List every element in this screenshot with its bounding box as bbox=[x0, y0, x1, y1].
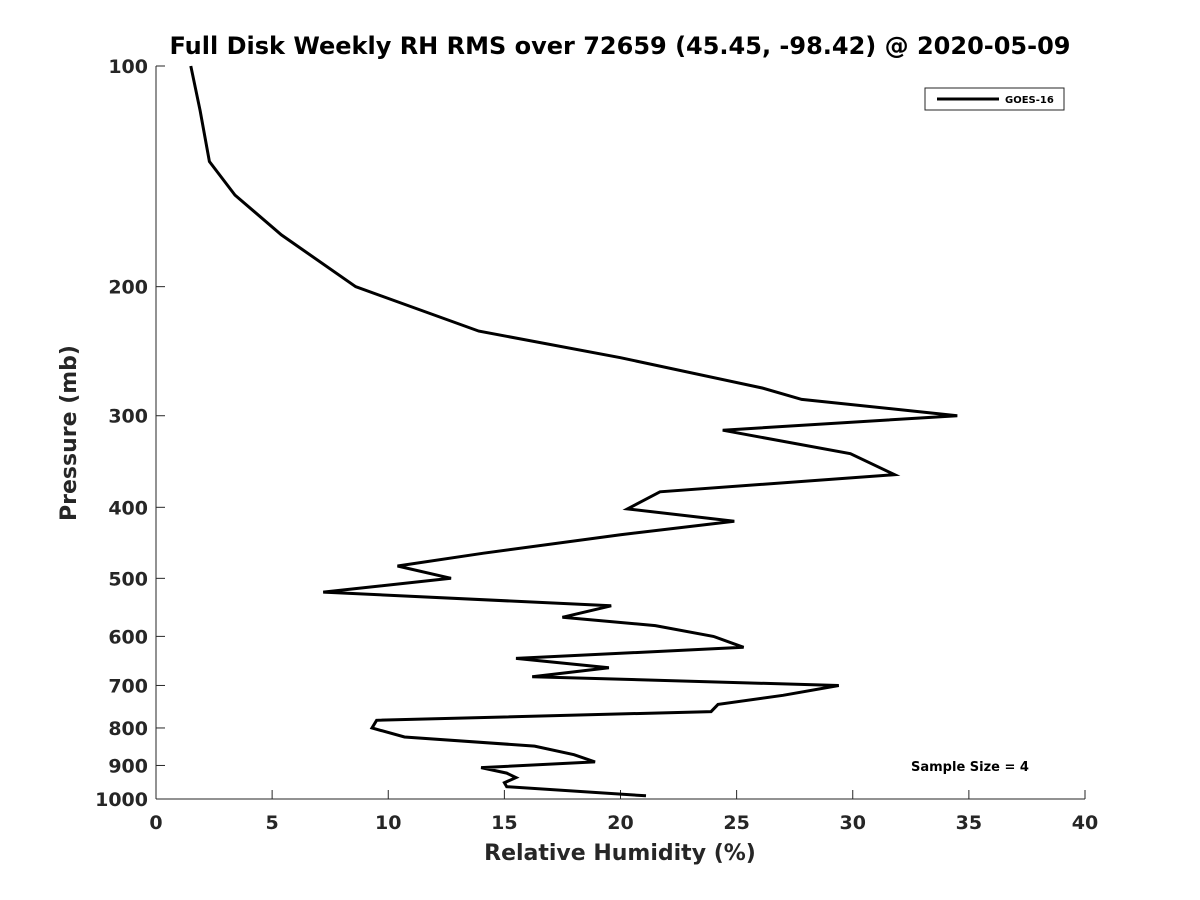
y-tick-label: 100 bbox=[108, 56, 148, 78]
y-tick-label: 200 bbox=[108, 277, 148, 299]
y-tick-label: 800 bbox=[108, 718, 148, 740]
series-line-goes-16 bbox=[189, 65, 958, 798]
x-tick-label: 15 bbox=[491, 812, 517, 834]
sample-size-annotation: Sample Size = 4 bbox=[911, 760, 1029, 775]
y-tick-label: 400 bbox=[108, 497, 148, 519]
series-lines bbox=[189, 65, 958, 798]
legend: GOES-16 bbox=[924, 87, 1065, 111]
legend-label-goes-16: GOES-16 bbox=[1005, 95, 1054, 106]
y-tick-label: 700 bbox=[108, 675, 148, 697]
x-tick-label: 25 bbox=[723, 812, 749, 834]
y-tick-label: 900 bbox=[108, 755, 148, 777]
x-tick-label: 0 bbox=[149, 812, 162, 834]
x-tick-label: 40 bbox=[1072, 812, 1098, 834]
x-tick-label: 20 bbox=[607, 812, 633, 834]
axes bbox=[155, 66, 1085, 800]
x-tick-label: 10 bbox=[375, 812, 401, 834]
y-axis-label: Pressure (mb) bbox=[57, 345, 82, 521]
x-axis-label: Relative Humidity (%) bbox=[484, 841, 756, 866]
x-tick-label: 35 bbox=[956, 812, 982, 834]
x-tick-label: 5 bbox=[266, 812, 279, 834]
y-tick-label: 300 bbox=[108, 406, 148, 428]
ticks: 0 5 10 15 20 25 30 35 40 100 200 300 400 500 600 700 800… bbox=[95, 56, 1098, 834]
chart-title: Full Disk Weekly RH RMS over 72659 (45.4… bbox=[169, 32, 1070, 60]
y-tick-label: 1000 bbox=[95, 789, 148, 811]
y-tick-label: 500 bbox=[108, 568, 148, 590]
y-tick-label: 600 bbox=[108, 626, 148, 648]
x-tick-label: 30 bbox=[840, 812, 866, 834]
